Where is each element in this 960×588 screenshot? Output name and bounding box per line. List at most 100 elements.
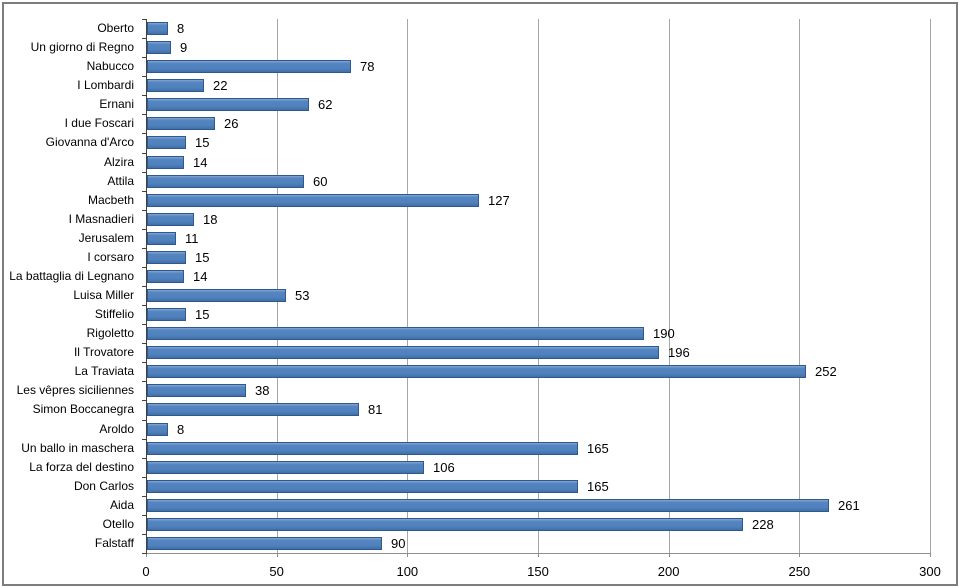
value-label: 8 [177, 21, 185, 36]
y-axis-tick [142, 553, 147, 554]
bar-falstaff [147, 536, 382, 550]
gridline-x-100 [407, 19, 409, 553]
y-axis-tick [142, 153, 147, 154]
value-label: 81 [368, 402, 383, 418]
category-label: Falstaff [94, 535, 134, 550]
bar-un-giorno-di-regno [147, 41, 171, 55]
category-label: Don Carlos [73, 478, 134, 493]
bar-la-traviata [147, 365, 806, 379]
y-axis-tick [142, 57, 147, 58]
bar-row: 90 [147, 534, 931, 553]
bar-aroldo [147, 422, 168, 436]
bar-oberto [147, 22, 168, 36]
x-axis-label-250: 250 [788, 564, 811, 579]
value-label: 15 [195, 249, 210, 265]
value-label: 106 [433, 459, 455, 475]
bar-otello [147, 517, 743, 531]
x-axis-tick [538, 553, 539, 557]
category-label: La Traviata [74, 364, 134, 379]
bar-attila [147, 174, 304, 188]
value-label: 190 [653, 326, 675, 342]
bar-rigoletto [147, 327, 644, 341]
x-axis-label-300: 300 [919, 564, 941, 579]
y-axis-tick [142, 229, 147, 230]
value-label: 228 [752, 516, 774, 532]
y-axis-tick [142, 38, 147, 39]
bar-la-battaglia-di-legnano [147, 269, 184, 283]
y-axis-tick [142, 420, 147, 421]
value-label: 90 [391, 535, 406, 551]
x-axis-label-200: 200 [657, 564, 680, 579]
category-label: Macbeth [87, 192, 134, 207]
x-axis-label-0: 0 [142, 564, 150, 579]
bar-row: 60 [147, 172, 931, 191]
bar-la-forza-del-destino [147, 460, 424, 474]
value-label: 78 [360, 59, 375, 75]
bar-simon-boccanegra [147, 403, 359, 417]
x-axis-label-150: 150 [527, 564, 549, 579]
y-axis-tick [142, 76, 147, 77]
bar-row: 62 [147, 95, 931, 114]
value-label: 127 [488, 192, 510, 208]
value-label: 11 [185, 230, 199, 246]
bar-row: 38 [147, 381, 931, 400]
x-axis-tick [407, 553, 409, 557]
bar-jerusalem [147, 231, 176, 245]
y-axis-tick [142, 362, 147, 363]
category-label: I Lombardi [77, 78, 134, 93]
bar-ernani [147, 98, 309, 112]
y-axis-tick [142, 19, 147, 20]
bar-row: 78 [147, 57, 931, 76]
value-label: 62 [318, 97, 333, 113]
bar-row: 14 [147, 153, 931, 172]
value-label: 9 [180, 40, 188, 56]
value-label: 15 [195, 307, 210, 323]
category-label: Giovanna d'Arco [45, 135, 134, 150]
bar-row: 15 [147, 248, 931, 267]
plot-area: 8 9 78 22 62 26 15 14 60 127 18 11 15 14 53 15 190 196 252… [142, 19, 931, 557]
category-label: Aroldo [99, 421, 134, 436]
category-label: Oberto [97, 21, 134, 35]
bar-row: 228 [147, 515, 931, 534]
y-axis-tick [142, 305, 147, 306]
gridline-x-200 [668, 19, 670, 553]
x-axis-label-100: 100 [396, 564, 419, 579]
value-label: 53 [295, 288, 310, 303]
bar-luisa-miller [147, 289, 286, 303]
value-label: 165 [587, 440, 609, 456]
bar-un-ballo-in-maschera [147, 441, 578, 455]
y-axis-tick [142, 114, 147, 115]
value-label: 18 [203, 211, 218, 227]
y-axis-tick [142, 133, 147, 134]
bar-i-corsaro [147, 250, 186, 264]
bar-row: 15 [147, 305, 931, 324]
value-label: 252 [815, 364, 837, 380]
category-label: Les vêpres siciliennes [16, 383, 134, 398]
y-axis-tick [142, 210, 147, 211]
bar-row: 252 [147, 362, 931, 381]
bar-row: 15 [147, 133, 931, 152]
category-label: Jerusalem [78, 230, 134, 245]
category-label: I due Foscari [64, 116, 134, 131]
x-axis-tick [930, 553, 931, 557]
y-axis-tick [142, 343, 147, 344]
y-axis-tick [142, 534, 147, 535]
bar-i-due-foscari [147, 117, 215, 131]
value-label: 14 [193, 154, 208, 170]
bar-row: 190 [147, 324, 931, 343]
value-label: 165 [587, 478, 609, 494]
bar-nabucco [147, 60, 351, 74]
y-axis-tick [142, 95, 147, 96]
bar-giovanna-d-arco [147, 136, 186, 150]
category-label: Un ballo in maschera [21, 440, 134, 455]
y-axis-tick [142, 439, 147, 440]
bar-i-masnadieri [147, 212, 194, 226]
bar-row: 196 [147, 343, 931, 362]
category-label: Un giorno di Regno [30, 40, 134, 55]
bar-row: 81 [147, 400, 931, 419]
bar-row: 261 [147, 496, 931, 515]
category-label: Attila [107, 173, 134, 188]
bar-stiffelio [147, 308, 186, 322]
y-axis-tick [142, 458, 147, 459]
